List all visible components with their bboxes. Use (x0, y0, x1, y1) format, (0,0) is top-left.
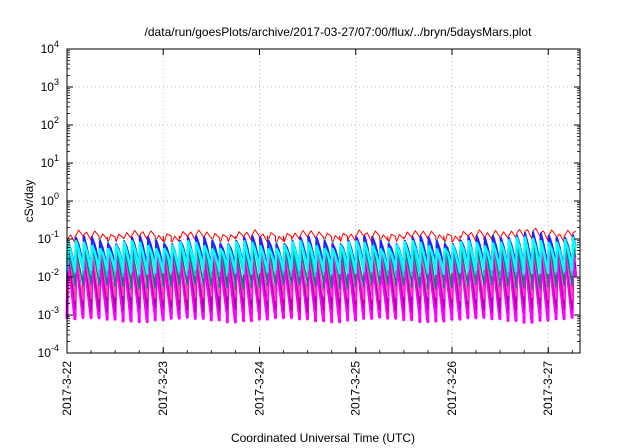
series-layer (65, 227, 578, 324)
series-line (65, 245, 578, 324)
x-tick-label: 2017-3-23 (156, 361, 170, 416)
x-tick-label: 2017-3-25 (349, 361, 363, 416)
x-axis-label: Coordinated Universal Time (UTC) (231, 431, 415, 445)
y-axis: 10-4 10-3 10-2 10-1 100 101 102 103 104 (38, 39, 580, 360)
series-line (66, 238, 577, 302)
y-tick-label: 104 (41, 39, 59, 56)
y-tick-label: 10-1 (38, 229, 59, 246)
y-tick-label: 100 (41, 191, 59, 208)
series-line (66, 236, 577, 290)
y-tick-label: 10-3 (38, 305, 59, 322)
y-axis-label: cSv/day (22, 180, 36, 223)
x-tick-label: 2017-3-27 (541, 361, 555, 416)
x-tick-label: 2017-3-24 (252, 361, 266, 416)
y-tick-label: 103 (41, 77, 59, 94)
y-tick-label: 102 (41, 115, 59, 132)
y-tick-label: 10-4 (38, 343, 59, 360)
x-tick-label: 2017-3-22 (60, 361, 74, 416)
y-tick-label: 10-2 (38, 267, 59, 284)
series-line (66, 242, 577, 313)
chart-title: /data/run/goesPlots/archive/2017-03-27/0… (145, 25, 533, 39)
series-line (66, 227, 576, 244)
x-axis: 2017-3-22 2017-3-23 2017-3-24 2017-3-25 2017… (60, 49, 573, 416)
series-line (65, 235, 577, 276)
x-tick-label: 2017-3-26 (445, 361, 459, 416)
y-tick-label: 101 (41, 153, 59, 170)
